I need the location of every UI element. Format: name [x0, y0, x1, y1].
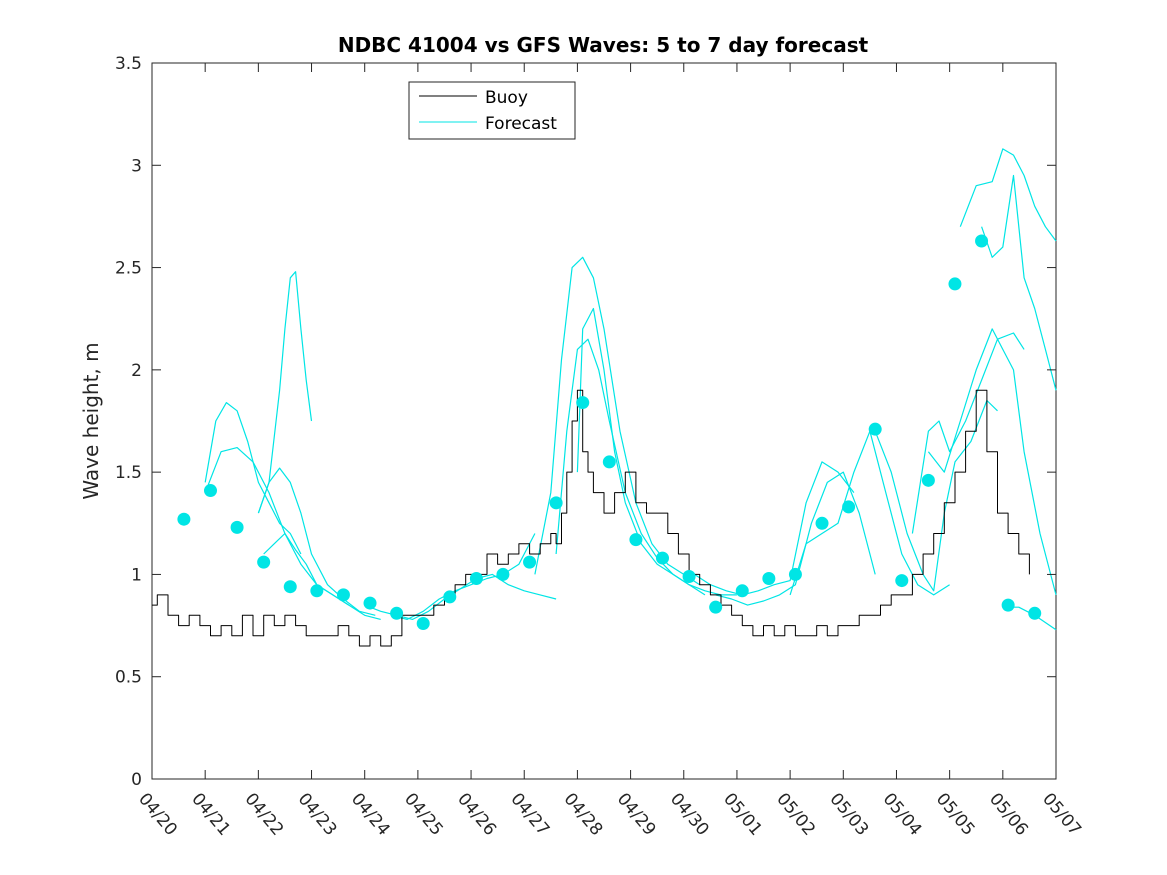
forecast-point — [177, 512, 191, 526]
axes-box — [151, 62, 1057, 780]
forecast-point — [629, 533, 643, 547]
chart-title: NDBC 41004 vs GFS Waves: 5 to 7 day fore… — [338, 33, 869, 57]
forecast-point — [815, 516, 829, 530]
legend-buoy-label: Buoy — [485, 88, 528, 108]
forecast-run-line — [959, 148, 1057, 242]
buoy-line — [152, 389, 1030, 647]
forecast-point — [523, 555, 537, 569]
plot-area — [151, 62, 1057, 780]
y-tick-label: 0 — [131, 770, 142, 790]
forecast-point — [257, 555, 271, 569]
legend-forecast-label: Forecast — [485, 114, 557, 134]
forecast-point — [1001, 598, 1015, 612]
y-tick-label: 3 — [131, 156, 142, 176]
forecast-point — [576, 396, 590, 410]
forecast-run-line — [576, 307, 737, 596]
forecast-point — [709, 600, 723, 614]
forecast-point — [203, 484, 217, 498]
forecast-point — [842, 500, 856, 514]
forecast-point — [762, 572, 776, 586]
forecast-point — [336, 588, 350, 602]
forecast-point — [788, 567, 802, 581]
forecast-point — [283, 580, 297, 594]
forecast-point — [469, 572, 483, 586]
y-tick-label: 2.5 — [115, 259, 142, 279]
forecast-point — [948, 277, 962, 291]
forecast-run-line — [534, 256, 701, 586]
y-tick-label: 3.5 — [115, 54, 142, 74]
forecast-point — [1028, 606, 1042, 620]
forecast-point — [549, 496, 563, 510]
forecast-run-line — [981, 174, 1057, 391]
forecast-point — [975, 234, 989, 248]
forecast-point — [390, 606, 404, 620]
forecast-run-line — [694, 461, 855, 596]
forecast-run-line — [257, 467, 376, 616]
forecast-point — [868, 422, 882, 436]
forecast-point — [443, 590, 457, 604]
y-tick-label: 2 — [131, 361, 142, 381]
forecast-point — [682, 569, 696, 583]
y-axis-ticks: 0 0.5 1 1.5 2 2.5 3 3.5 — [115, 54, 1056, 790]
forecast-point — [363, 596, 377, 610]
forecast-run-line — [874, 399, 998, 592]
y-tick-label: 1 — [131, 565, 142, 585]
legend-box — [408, 81, 576, 140]
forecast-run-line — [911, 332, 1025, 534]
forecast-point — [602, 455, 616, 469]
forecast-point — [496, 567, 510, 581]
forecast-point — [310, 584, 324, 598]
forecast-point — [735, 584, 749, 598]
forecast-point — [230, 520, 244, 534]
y-axis-title: Wave height, m — [79, 342, 103, 499]
forecast-run-line — [257, 271, 313, 514]
legend: Buoy Forecast — [408, 81, 576, 140]
forecast-point — [921, 473, 935, 487]
y-tick-label: 0.5 — [115, 668, 142, 688]
forecast-run-line — [927, 328, 1057, 596]
forecast-point — [895, 574, 909, 588]
forecast-point — [655, 551, 669, 565]
forecast-run-line — [263, 532, 381, 620]
forecast-point — [416, 617, 430, 631]
y-tick-label: 1.5 — [115, 463, 142, 483]
